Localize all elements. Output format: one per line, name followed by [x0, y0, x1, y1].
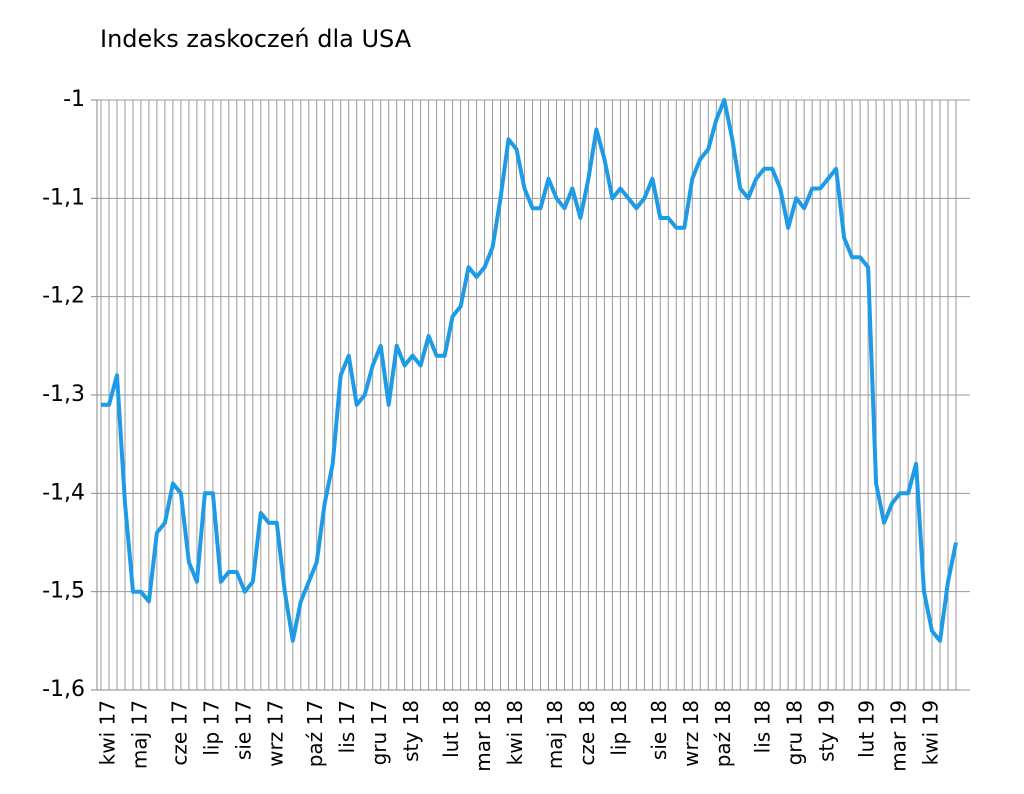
x-tick-label: maj 18 — [543, 700, 567, 769]
x-tick-label: wrz 17 — [263, 700, 287, 767]
y-tick-label: -1 — [63, 87, 85, 112]
x-tick-label: mar 19 — [887, 700, 911, 772]
x-tick-label: sie 17 — [231, 700, 255, 760]
x-tick-label: cze 17 — [167, 700, 191, 766]
x-tick-label: kwi 18 — [503, 700, 527, 765]
y-tick-label: -1,5 — [42, 579, 85, 604]
data-line — [101, 98, 958, 643]
x-tick-label: lip 17 — [199, 700, 223, 756]
x-tick-label: wrz 18 — [679, 700, 703, 767]
x-tick-label: mar 18 — [471, 700, 495, 772]
x-tick-label: lis 18 — [751, 700, 775, 753]
x-tick-label: kwi 17 — [95, 700, 119, 765]
x-tick-label: gru 17 — [367, 700, 391, 765]
x-tick-label: sty 18 — [399, 700, 423, 762]
y-tick-label: -1,3 — [42, 382, 85, 407]
y-tick-label: -1,2 — [42, 284, 85, 309]
x-tick-label: lip 18 — [607, 700, 631, 756]
x-tick-label: cze 18 — [575, 700, 599, 766]
x-tick-label: lut 18 — [439, 700, 463, 758]
y-tick-label: -1,6 — [42, 677, 85, 702]
x-tick-label: gru 18 — [783, 700, 807, 765]
x-tick-label: maj 17 — [127, 700, 151, 769]
y-tick-label: -1,4 — [42, 480, 85, 505]
x-tick-label: paź 18 — [711, 700, 735, 767]
x-tick-label: kwi 19 — [919, 700, 943, 765]
chart-title: Indeks zaskoczeń dla USA — [100, 25, 412, 53]
x-tick-label: lis 17 — [335, 700, 359, 753]
y-tick-label: -1,1 — [42, 185, 85, 210]
x-tick-label: paź 17 — [303, 700, 327, 767]
x-tick-label: sie 18 — [647, 700, 671, 760]
x-tick-label: lut 19 — [855, 700, 879, 758]
x-tick-label: sty 19 — [815, 700, 839, 762]
